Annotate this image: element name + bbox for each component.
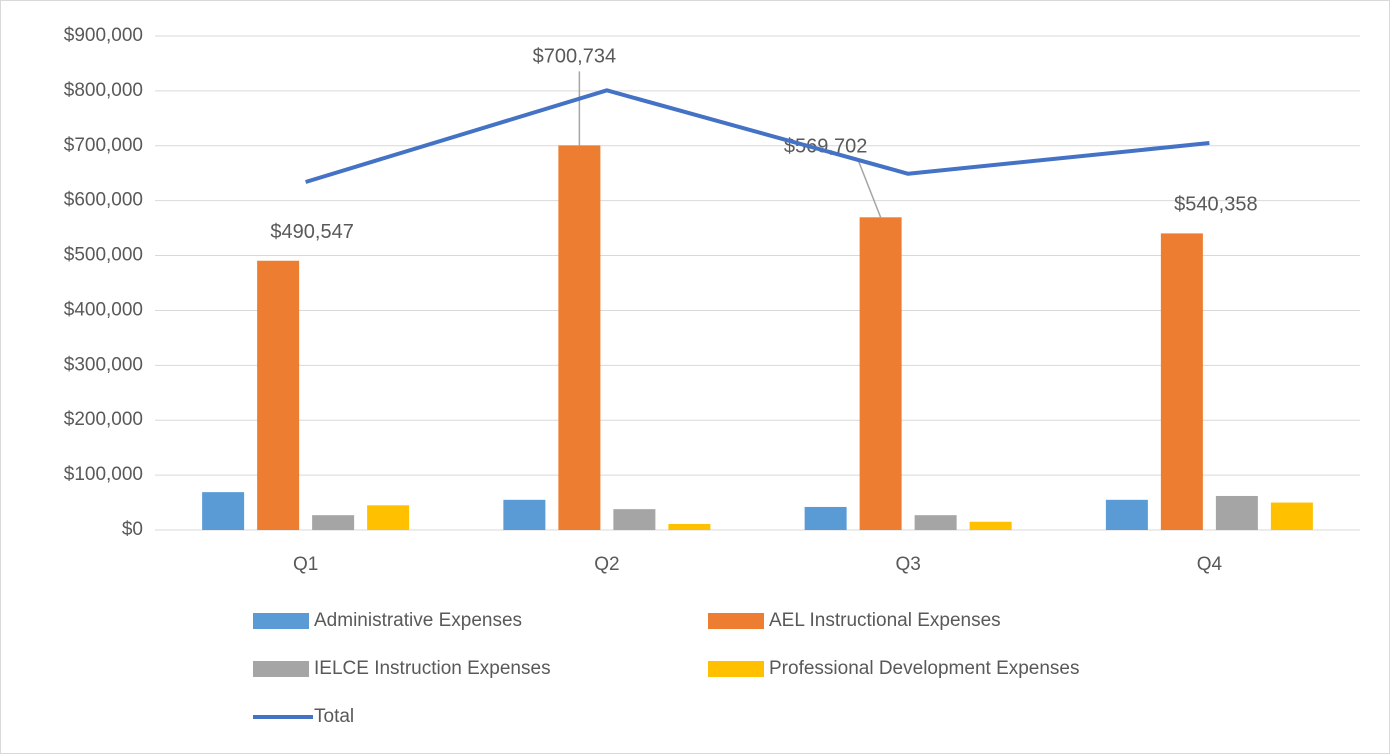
data-label: $540,358 — [1174, 194, 1257, 216]
leader-line — [857, 161, 882, 218]
x-tick-label: Q2 — [594, 554, 619, 575]
bar — [312, 515, 355, 530]
bar — [1215, 495, 1258, 530]
legend-label: IELCE Instruction Expenses — [314, 658, 551, 679]
y-tick-label: $900,000 — [64, 25, 143, 46]
legend-label: Professional Development Expenses — [769, 658, 1080, 679]
bar — [1105, 499, 1148, 530]
bar — [668, 523, 711, 530]
y-tick-label: $300,000 — [64, 354, 143, 375]
y-tick-label: $100,000 — [64, 464, 143, 485]
x-tick-label: Q1 — [293, 554, 318, 575]
bar — [859, 217, 902, 530]
bar — [202, 492, 245, 530]
data-label: $490,547 — [270, 221, 353, 243]
legend-swatch — [708, 661, 764, 677]
legend-label: Total — [314, 706, 354, 727]
legend-swatch — [253, 661, 309, 677]
bar — [503, 499, 546, 530]
legend-label: Administrative Expenses — [314, 610, 522, 631]
line — [305, 88, 1210, 184]
y-tick-label: $500,000 — [64, 245, 143, 266]
x-tick-label: Q4 — [1197, 554, 1223, 575]
bar — [914, 515, 957, 530]
legend-label: AEL Instructional Expenses — [769, 610, 1001, 631]
legend-swatch — [253, 613, 309, 629]
y-tick-label: $0 — [122, 519, 143, 540]
y-tick-label: $200,000 — [64, 409, 143, 430]
bar — [613, 509, 656, 530]
y-tick-label: $400,000 — [64, 299, 143, 320]
bar — [367, 505, 410, 530]
y-tick-label: $700,000 — [64, 135, 143, 156]
y-tick-label: $800,000 — [64, 80, 143, 101]
bar — [558, 145, 601, 531]
bar — [804, 506, 847, 530]
data-label: $700,734 — [533, 46, 616, 68]
x-tick-label: Q3 — [895, 554, 920, 575]
y-tick-label: $600,000 — [64, 190, 143, 211]
legend-swatch — [708, 613, 764, 629]
bar — [969, 521, 1012, 530]
bar — [1160, 233, 1203, 530]
bar — [1270, 502, 1313, 530]
data-label: $569,702 — [784, 136, 867, 158]
bar — [257, 260, 300, 530]
